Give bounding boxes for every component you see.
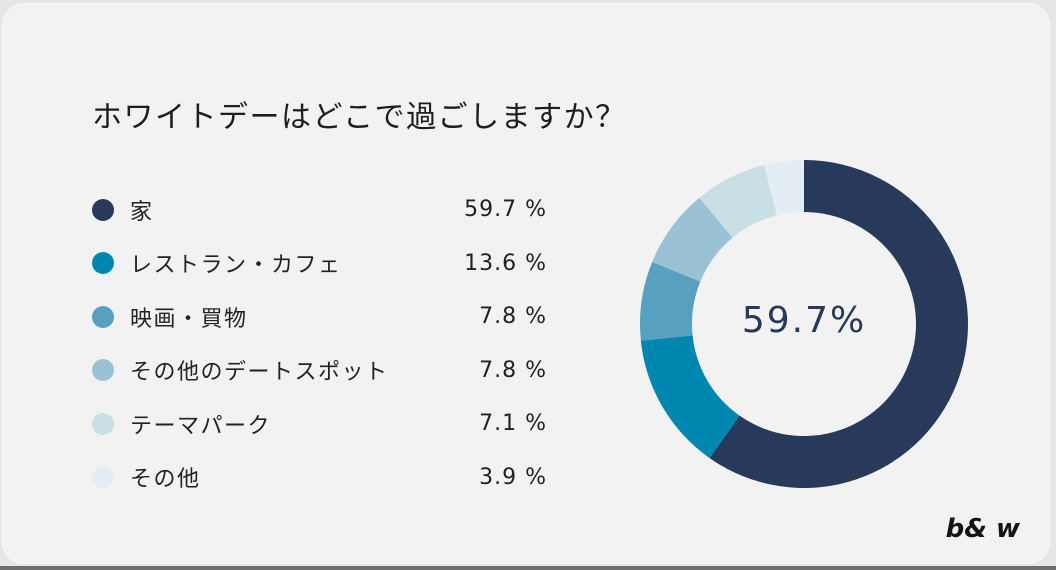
- legend-label: その他のデートスポット: [130, 360, 389, 386]
- legend-label: レストラン・カフェ: [130, 253, 342, 279]
- donut-center-label: 59.7%: [741, 300, 867, 341]
- donut-segment: [652, 197, 733, 282]
- legend-value: 7.1 %: [479, 411, 547, 437]
- legend-item: テーマパーク 7.1 %: [92, 397, 547, 451]
- legend-value: 7.8 %: [479, 357, 547, 383]
- legend-item: その他 3.9 %: [92, 451, 547, 505]
- donut-chart: [640, 160, 968, 488]
- legend-swatch-icon: [92, 305, 114, 328]
- legend-swatch-icon: [92, 412, 114, 435]
- brand-logo: b& w: [945, 514, 1020, 544]
- legend-item: 映画・買物 7.8 %: [92, 290, 547, 344]
- legend-swatch-icon: [92, 252, 114, 275]
- legend: 家 59.7 % レストラン・カフェ 13.6 % 映画・買物 7.8 % その…: [92, 183, 547, 504]
- legend-label: 映画・買物: [130, 306, 248, 332]
- legend-swatch-icon: [92, 359, 114, 382]
- legend-swatch-icon: [92, 466, 114, 489]
- legend-item: その他のデートスポット 7.8 %: [92, 344, 547, 398]
- donut-segment: [640, 335, 740, 459]
- legend-value: 59.7 %: [464, 197, 547, 223]
- donut-segment: [709, 160, 968, 488]
- legend-value: 3.9 %: [479, 464, 547, 490]
- chart-title: ホワイトデーはどこで過ごしますか？: [92, 100, 627, 135]
- donut-segment: [764, 160, 804, 216]
- legend-item: レストラン・カフェ 13.6 %: [92, 237, 547, 291]
- legend-label: テーマパーク: [130, 413, 272, 439]
- legend-label: 家: [130, 199, 154, 225]
- legend-value: 7.8 %: [479, 304, 547, 330]
- donut-segment: [699, 164, 777, 238]
- legend-value: 13.6 %: [464, 250, 547, 276]
- legend-swatch-icon: [92, 198, 114, 221]
- legend-label: その他: [130, 467, 201, 493]
- donut-segment: [640, 261, 701, 341]
- legend-item: 家 59.7 %: [92, 183, 547, 237]
